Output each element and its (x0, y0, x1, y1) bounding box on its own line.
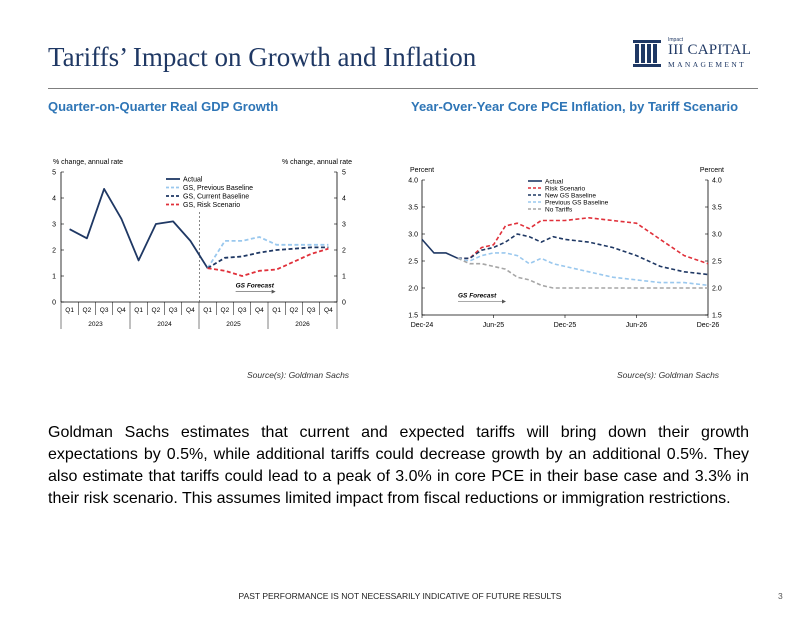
pce-forecast-arrowhead (502, 299, 506, 304)
pce-forecast-annotation: GS Forecast (458, 293, 497, 300)
gdp-right-axis-unit: % change, annual rate (282, 159, 352, 166)
title-divider (48, 88, 758, 89)
pce-legend-label-no-tariffs: No Tariffs (545, 207, 573, 214)
gdp-legend-label-gs-risk-scenario: GS, Risk Scenario (183, 202, 240, 209)
gdp-legend-label-actual: Actual (183, 177, 203, 184)
company-logo: Impact III CAPITAL MANAGEMENT (632, 36, 756, 70)
columns-logo-icon (633, 40, 661, 67)
pce-ytick-label-left-3-0: 3.0 (408, 232, 418, 239)
gdp-left-axis-unit: % change, annual rate (53, 159, 123, 166)
pce-ytick-label-right-2-5: 2.5 (712, 259, 722, 266)
disclaimer-footer: PAST PERFORMANCE IS NOT NECESSARILY INDI… (238, 591, 562, 601)
gdp-quarter-label-14: Q3 (307, 307, 316, 314)
pce-series-risk-scenario (457, 216, 709, 265)
pce-ytick-label-left-3-5: 3.5 (408, 205, 418, 212)
gdp-quarter-label-11: Q4 (255, 307, 264, 314)
pce-ytick-label-right-2-0: 2.0 (712, 286, 722, 293)
gdp-quarter-label-12: Q1 (272, 307, 281, 314)
pce-legend-label-previous-gs-baseline: Previous GS Baseline (545, 200, 609, 207)
pce-right-axis-unit: Percent (700, 167, 724, 174)
gdp-forecast-annotation: GS Forecast (236, 283, 275, 290)
gdp-quarter-label-13: Q2 (290, 307, 299, 314)
gdp-ytick-label-right-1: 1 (342, 274, 346, 281)
gdp-chart-subtitle: Quarter-on-Quarter Real GDP Growth (48, 99, 279, 114)
pce-series-new-gs-baseline (457, 233, 709, 276)
pce-xtick-label-dec-26: Dec-26 (697, 322, 720, 329)
pce-series-no-tariffs (457, 257, 708, 289)
logo-name: III CAPITAL (668, 42, 752, 58)
commentary-paragraph: Goldman Sachs estimates that current and… (48, 424, 749, 507)
pce-left-axis-unit: Percent (410, 167, 434, 174)
pce-series-previous-gs-baseline (457, 252, 709, 287)
gdp-quarter-label-9: Q2 (221, 307, 230, 314)
pce-series-actual (421, 238, 459, 260)
gdp-ytick-label-right-5: 5 (342, 170, 346, 177)
gdp-legend-label-gs-previous-baseline: GS, Previous Baseline (183, 185, 253, 192)
pce-xtick-label-jun-26: Jun-26 (626, 322, 648, 329)
gdp-ytick-label-right-3: 3 (342, 222, 346, 229)
gdp-year-label-2023: 2023 (88, 321, 103, 328)
gdp-ytick-label-left-5: 5 (52, 170, 56, 177)
pce-legend-label-risk-scenario: Risk Scenario (545, 186, 585, 193)
pce-legend-label-new-gs-baseline: New GS Baseline (545, 193, 596, 200)
page-title: Tariffs’ Impact on Growth and Inflation (48, 42, 477, 72)
gdp-ytick-label-right-4: 4 (342, 196, 346, 203)
pce-ytick-label-right-3-5: 3.5 (712, 205, 722, 212)
gdp-quarter-label-1: Q2 (83, 307, 92, 314)
gdp-quarter-label-4: Q1 (134, 307, 143, 314)
gdp-ytick-label-right-2: 2 (342, 248, 346, 255)
gdp-quarter-label-6: Q3 (169, 307, 178, 314)
gdp-quarter-label-5: Q2 (152, 307, 161, 314)
gdp-ytick-label-left-1: 1 (52, 274, 56, 281)
pce-chart-subtitle: Year-Over-Year Core PCE Inflation, by Ta… (411, 99, 739, 114)
gdp-ytick-label-left-0: 0 (52, 300, 56, 307)
gdp-legend-label-gs-current-baseline: GS, Current Baseline (183, 194, 249, 201)
pce-xtick-label-jun-25: Jun-25 (483, 322, 505, 329)
gdp-ytick-label-left-3: 3 (52, 222, 56, 229)
core-pce-chart: Percent Percent 1.5 1.5 2.0 2.0 2.5 2.5 3.0 3.0 3.… (408, 167, 724, 329)
pce-ytick-label-left-2-5: 2.5 (408, 259, 418, 266)
gdp-series-gs-current-baseline (207, 246, 329, 269)
gdp-year-label-2024: 2024 (157, 321, 172, 328)
pce-ytick-label-right-1-5: 1.5 (712, 313, 722, 320)
gdp-chart-source: Source(s): Goldman Sachs (247, 370, 350, 380)
gdp-quarter-label-0: Q1 (65, 307, 74, 314)
pce-chart-source: Source(s): Goldman Sachs (617, 370, 720, 380)
page-number: 3 (778, 591, 783, 601)
gdp-series-gs-previous-baseline (206, 236, 329, 269)
pce-xtick-label-dec-24: Dec-24 (411, 322, 434, 329)
pce-xtick-label-dec-25: Dec-25 (554, 322, 577, 329)
pce-ytick-label-right-3-0: 3.0 (712, 232, 722, 239)
pce-ytick-label-left-2-0: 2.0 (408, 286, 418, 293)
logo-tagline: Impact (668, 37, 684, 43)
gdp-year-label-2025: 2025 (226, 321, 241, 328)
gdp-quarter-label-10: Q3 (238, 307, 247, 314)
logo-subtitle: MANAGEMENT (668, 60, 747, 69)
gdp-ytick-label-left-4: 4 (52, 196, 56, 203)
gdp-growth-chart: % change, annual rate % change, annual ra… (52, 159, 352, 329)
gdp-series-actual (69, 188, 209, 269)
gdp-ytick-label-right-0: 0 (342, 300, 346, 307)
gdp-ytick-label-left-2: 2 (52, 248, 56, 255)
pce-ytick-label-left-1-5: 1.5 (408, 313, 418, 320)
pce-ytick-label-right-4-0: 4.0 (712, 178, 722, 185)
gdp-quarter-label-3: Q4 (117, 307, 126, 314)
gdp-series-gs-risk-scenario (207, 247, 329, 277)
pce-ytick-label-left-4-0: 4.0 (408, 178, 418, 185)
gdp-year-label-2026: 2026 (295, 321, 310, 328)
gdp-quarter-label-2: Q3 (100, 307, 109, 314)
pce-legend-label-actual: Actual (545, 179, 564, 186)
gdp-quarter-label-7: Q4 (186, 307, 195, 314)
gdp-forecast-arrowhead (271, 289, 276, 294)
gdp-quarter-label-8: Q1 (203, 307, 212, 314)
gdp-quarter-label-15: Q4 (324, 307, 333, 314)
